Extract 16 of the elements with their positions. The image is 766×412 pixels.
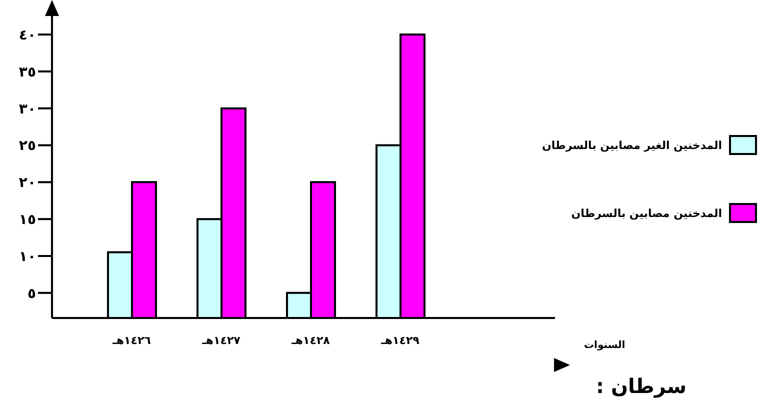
x-tick-label: ١٤٢٨هـ [290,334,330,347]
y-tick-label: ١٥ [18,212,36,228]
x-tick-label: ١٤٢٧هـ [201,334,241,347]
y-tick-label: ٣٠ [18,101,36,118]
y-tick-label: ٣٥ [18,64,36,80]
y-tick-label: ٢٥ [18,138,36,154]
text: السنوات [584,340,626,351]
legend-label: المدخنين مصابين بالسرطان [571,207,722,220]
x-tick-label: ١٤٢٦هـ [112,334,152,347]
y-tick-label: ١٠ [18,248,36,265]
x-tick-label: ١٤٢٩هـ [380,334,420,347]
y-tick-label: ٥ [27,286,36,302]
y-tick-label: ٤٠ [18,28,36,44]
legend-label: المدخنين الغير مصابين بالسرطان [542,139,722,152]
y-tick-label: ٢٠ [18,175,36,192]
text: سرطان : [596,374,686,398]
